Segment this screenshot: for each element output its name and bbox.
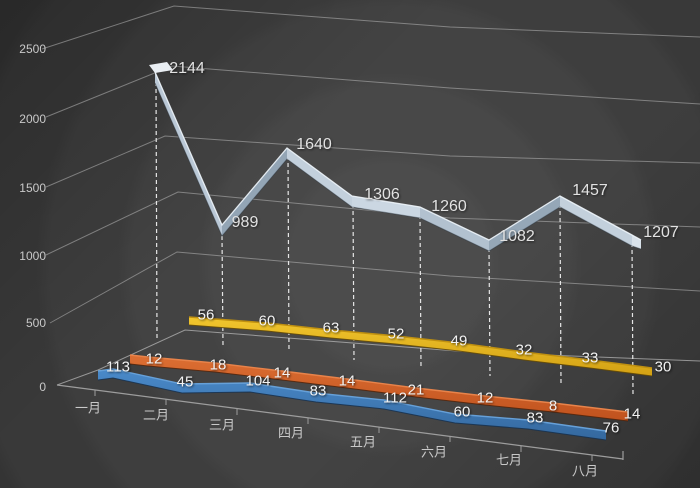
series-white-ribbon bbox=[149, 62, 642, 252]
category-axis bbox=[56, 384, 624, 460]
gridlines bbox=[41, 5, 700, 386]
gridline-1500 bbox=[45, 135, 700, 188]
category-axis-ticks bbox=[94, 390, 593, 461]
gridline-2500 bbox=[41, 5, 700, 50]
ribbon-start-cap bbox=[149, 62, 173, 73]
gridline-500 bbox=[49, 251, 700, 324]
series-orange-band bbox=[129, 354, 629, 422]
series-yellow-band bbox=[188, 316, 653, 377]
gridline-1000 bbox=[45, 191, 700, 256]
series-blue-band bbox=[97, 368, 607, 441]
drop-lines bbox=[155, 81, 634, 395]
gridline-2000 bbox=[45, 65, 700, 118]
